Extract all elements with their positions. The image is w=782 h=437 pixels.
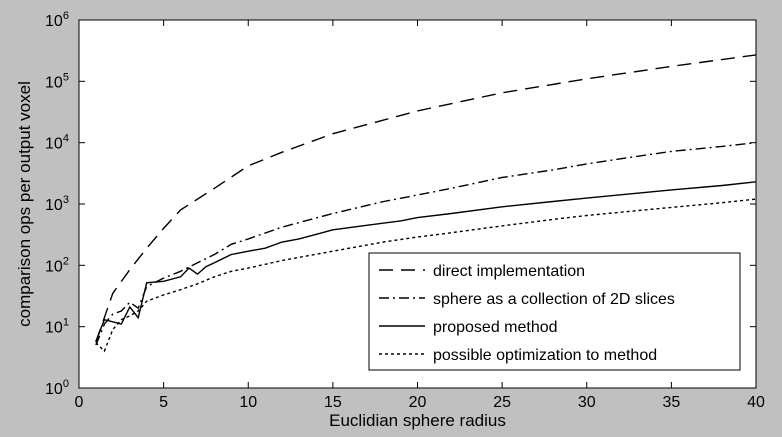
y-tick-label: 103 [45, 194, 69, 214]
y-tick-label: 101 [45, 317, 69, 337]
series-line-2 [95, 142, 757, 346]
x-tick-label: 40 [747, 394, 765, 411]
series-line-1 [95, 54, 757, 343]
series-layer [95, 54, 757, 353]
x-axis-label: Euclidian sphere radius [329, 411, 506, 430]
x-tick-label: 25 [493, 394, 511, 411]
y-tick-label: 104 [45, 133, 69, 153]
y-axis-label: comparison ops per output voxel [15, 81, 34, 327]
x-tick-label: 15 [324, 394, 342, 411]
series-line-3 [95, 181, 757, 342]
legend-label-1: direct implementation [433, 263, 585, 280]
x-tick-label: 5 [159, 394, 168, 411]
x-tick-label: 20 [409, 394, 427, 411]
legend-box [368, 252, 741, 371]
legend-label-2: sphere as a collection of 2D slices [433, 291, 675, 308]
axis-layer: 0 5 10 15 20 25 30 35 40 100 101 102 103 104 105 106 [45, 10, 765, 411]
y-tick-label: 106 [45, 10, 69, 30]
series-line-4 [95, 198, 757, 353]
x-tick-label: 30 [578, 394, 596, 411]
y-tick-label: 100 [45, 378, 69, 398]
x-tick-label: 10 [239, 394, 257, 411]
legend: direct implementation sphere as a collect… [368, 252, 741, 371]
x-tick-label: 35 [662, 394, 680, 411]
legend-label-3: proposed method [433, 319, 558, 336]
y-tick-label: 105 [45, 71, 69, 91]
legend-label-4: possible optimization to method [433, 347, 657, 364]
x-tick-label: 0 [75, 394, 84, 411]
y-tick-label: 102 [45, 255, 69, 275]
